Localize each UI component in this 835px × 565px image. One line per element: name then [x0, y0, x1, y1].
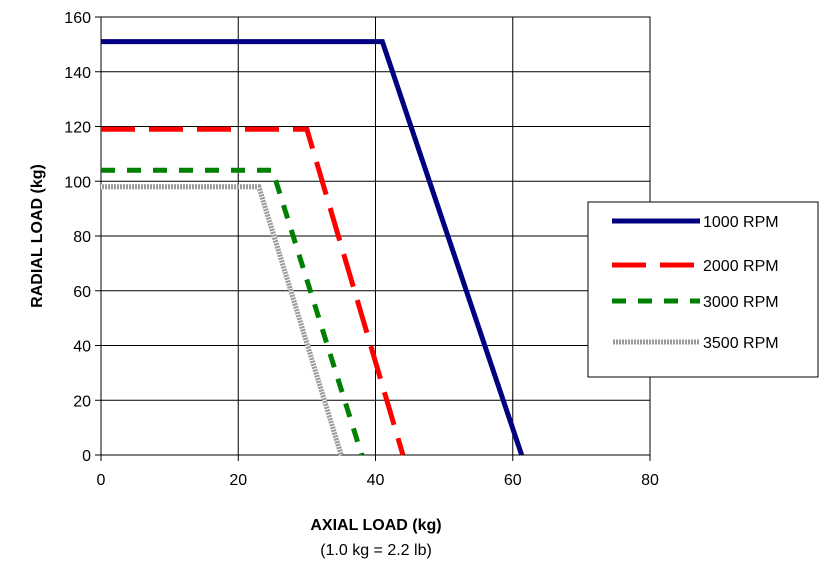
axis-ticks: 0 20 40 60 80 100 120 140 160 0 20 40 60 80: [64, 10, 659, 489]
legend-label: 2000 RPM: [703, 258, 779, 275]
y-tick-label: 20: [73, 393, 91, 410]
y-tick-label: 80: [73, 229, 91, 246]
legend-label: 3500 RPM: [703, 335, 779, 352]
y-tick-label: 60: [73, 284, 91, 301]
series-line: [101, 167, 365, 456]
x-axis-label: AXIAL LOAD (kg): [310, 517, 441, 534]
gridlines: [100, 16, 651, 456]
legend-label: 3000 RPM: [703, 294, 779, 311]
series-line: [101, 126, 406, 456]
series-lines: [101, 39, 525, 456]
x-axis-unit-note: (1.0 kg = 2.2 lb): [320, 542, 432, 559]
y-tick-label: 160: [64, 10, 91, 27]
y-axis-label: RADIAL LOAD (kg): [29, 164, 46, 308]
y-tick-label: 120: [64, 120, 91, 137]
legend-label: 1000 RPM: [703, 214, 779, 231]
y-tick-label: 140: [64, 65, 91, 82]
x-tick-label: 20: [229, 472, 247, 489]
series-line-texture: [101, 184, 344, 456]
legend-box: [587, 201, 819, 378]
x-tick-label: 0: [97, 472, 106, 489]
series-line-base: [101, 184, 344, 456]
y-tick-label: 0: [82, 448, 91, 465]
y-tick-label: 40: [73, 339, 91, 356]
x-tick-label: 40: [367, 472, 385, 489]
series-line: [101, 39, 525, 456]
x-tick-label: 60: [504, 472, 522, 489]
x-tick-label: 80: [641, 472, 659, 489]
y-tick-label: 100: [64, 174, 91, 191]
legend: 1000 RPM 2000 RPM 3000 RPM 3500 RPM: [587, 201, 819, 378]
